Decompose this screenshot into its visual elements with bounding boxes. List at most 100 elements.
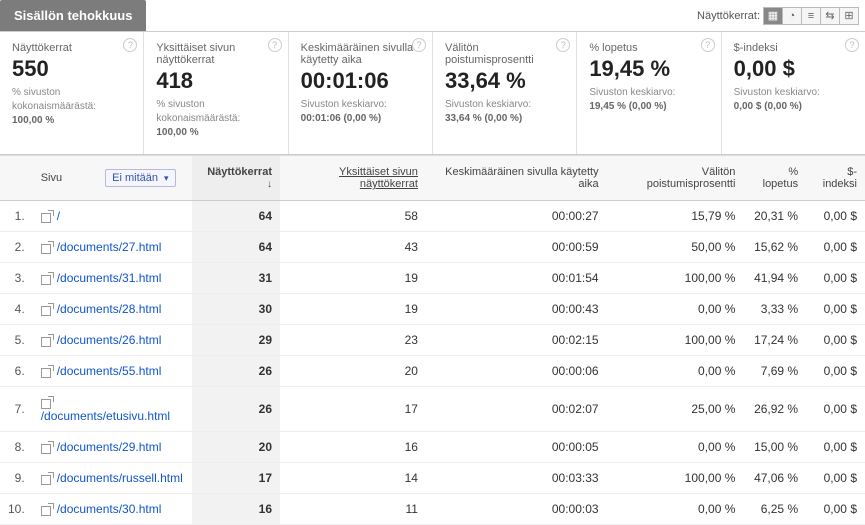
row-exit: 7,69 %: [743, 356, 806, 387]
page-link[interactable]: /documents/29.html: [57, 440, 162, 454]
page-link[interactable]: /documents/30.html: [57, 502, 162, 516]
scorecard-0: ?Näyttökerrat550% sivuston kokonaismäärä…: [0, 32, 144, 154]
external-link-icon[interactable]: [41, 273, 53, 285]
external-link-icon[interactable]: [41, 335, 53, 347]
row-dollar: 0,00 $: [806, 294, 865, 325]
table-row: 1./645800:00:2715,79 %20,31 %0,00 $: [0, 201, 865, 232]
row-avgtime: 00:00:05: [426, 432, 607, 463]
help-icon[interactable]: ?: [412, 38, 426, 52]
page-link[interactable]: /documents/russell.html: [57, 471, 183, 485]
page-link[interactable]: /documents/26.html: [57, 333, 162, 347]
external-link-icon[interactable]: [41, 242, 53, 254]
row-pageviews: 26: [192, 356, 280, 387]
scorecard-sub: Sivuston keskiarvo:33,64 % (0,00 %): [445, 98, 564, 126]
scorecard-title: Välitön poistumisprosentti: [445, 42, 564, 66]
page-link[interactable]: /documents/28.html: [57, 302, 162, 316]
chevron-down-icon: ▾: [164, 173, 169, 184]
view-pie-icon[interactable]: ◔: [782, 7, 802, 25]
row-exit: 47,06 %: [743, 463, 806, 494]
external-link-icon[interactable]: [41, 473, 53, 485]
row-bounce: 25,00 %: [607, 387, 744, 432]
segment-dropdown[interactable]: Ei mitään ▾: [105, 169, 175, 187]
row-exit: 15,00 %: [743, 432, 806, 463]
row-page: /documents/31.html: [33, 263, 192, 294]
external-link-icon[interactable]: [41, 304, 53, 316]
data-table: Sivu Ei mitään ▾ Näyttökerrat ↓ Yksittäi…: [0, 155, 865, 525]
row-index: 6.: [0, 356, 33, 387]
row-dollar: 0,00 $: [806, 463, 865, 494]
row-index: 9.: [0, 463, 33, 494]
external-link-icon[interactable]: [41, 442, 53, 454]
view-label: Näyttökerrat:: [697, 10, 760, 22]
view-compare-icon[interactable]: ⇆: [820, 7, 840, 25]
row-bounce: 100,00 %: [607, 463, 744, 494]
help-icon[interactable]: ?: [268, 38, 282, 52]
row-exit: 17,24 %: [743, 325, 806, 356]
report-tab[interactable]: Sisällön tehokkuus: [0, 0, 146, 31]
row-pageviews: 31: [192, 263, 280, 294]
page-link[interactable]: /documents/31.html: [57, 271, 162, 285]
col-dollar[interactable]: $-indeksi: [806, 156, 865, 201]
row-page: /documents/26.html: [33, 325, 192, 356]
row-page: /documents/30.html: [33, 494, 192, 525]
scorecard-value: 33,64 %: [445, 68, 564, 94]
row-page: /: [33, 201, 192, 232]
row-page: /documents/russell.html: [33, 463, 192, 494]
help-icon[interactable]: ?: [556, 38, 570, 52]
col-bounce[interactable]: Välitön poistumisprosentti: [607, 156, 744, 201]
row-pageviews: 16: [192, 494, 280, 525]
row-exit: 15,62 %: [743, 232, 806, 263]
scorecard-3: ?Välitön poistumisprosentti33,64 % Sivust…: [433, 32, 577, 154]
row-dollar: 0,00 $: [806, 494, 865, 525]
row-exit: 41,94 %: [743, 263, 806, 294]
row-page: /documents/55.html: [33, 356, 192, 387]
help-icon[interactable]: ?: [701, 38, 715, 52]
view-bar-icon[interactable]: ≡: [801, 7, 821, 25]
external-link-icon[interactable]: [41, 397, 53, 409]
row-index: 1.: [0, 201, 33, 232]
row-pageviews: 29: [192, 325, 280, 356]
page-link[interactable]: /documents/etusivu.html: [41, 409, 170, 423]
help-icon[interactable]: ?: [845, 38, 859, 52]
scorecard-sub: % sivuston kokonaismäärästä:100,00 %: [12, 86, 131, 128]
row-unique: 23: [280, 325, 426, 356]
table-row: 6./documents/55.html262000:00:060,00 %7,…: [0, 356, 865, 387]
scorecard-2: ?Keskimääräinen sivulla käytetty aika00:…: [289, 32, 433, 154]
col-unique[interactable]: Yksittäiset sivun näyttökerrat: [280, 156, 426, 201]
scorecard-title: % lopetus: [589, 42, 708, 54]
row-unique: 58: [280, 201, 426, 232]
help-icon[interactable]: ?: [123, 38, 137, 52]
row-index: 4.: [0, 294, 33, 325]
scorecard-title: Näyttökerrat: [12, 42, 131, 54]
row-unique: 20: [280, 356, 426, 387]
page-link[interactable]: /documents/55.html: [57, 364, 162, 378]
col-avgtime[interactable]: Keskimääräinen sivulla käytetty aika: [426, 156, 607, 201]
page-link[interactable]: /documents/27.html: [57, 240, 162, 254]
row-bounce: 15,79 %: [607, 201, 744, 232]
external-link-icon[interactable]: [41, 211, 53, 223]
row-index: 7.: [0, 387, 33, 432]
row-bounce: 100,00 %: [607, 263, 744, 294]
row-bounce: 0,00 %: [607, 356, 744, 387]
row-index: 3.: [0, 263, 33, 294]
col-pageviews[interactable]: Näyttökerrat ↓: [192, 156, 280, 201]
row-avgtime: 00:00:59: [426, 232, 607, 263]
row-index: 10.: [0, 494, 33, 525]
view-pivot-icon[interactable]: ⊞: [839, 7, 859, 25]
row-exit: 3,33 %: [743, 294, 806, 325]
sort-desc-icon: ↓: [267, 179, 272, 190]
external-link-icon[interactable]: [41, 366, 53, 378]
row-avgtime: 00:02:15: [426, 325, 607, 356]
scorecard-title: Yksittäiset sivun näyttökerrat: [156, 42, 275, 66]
row-pageviews: 17: [192, 463, 280, 494]
view-table-icon[interactable]: ▦: [763, 7, 783, 25]
col-exit[interactable]: % lopetus: [743, 156, 806, 201]
col-page[interactable]: Sivu Ei mitään ▾: [33, 156, 192, 201]
table-row: 5./documents/26.html292300:02:15100,00 %…: [0, 325, 865, 356]
scorecard-sub: Sivuston keskiarvo:19,45 % (0,00 %): [589, 86, 708, 114]
external-link-icon[interactable]: [41, 504, 53, 516]
page-link[interactable]: /: [57, 209, 60, 223]
table-row: 7./documents/etusivu.html261700:02:0725,…: [0, 387, 865, 432]
scorecard-sub: % sivuston kokonaismäärästä:100,00 %: [156, 98, 275, 140]
row-exit: 26,92 %: [743, 387, 806, 432]
